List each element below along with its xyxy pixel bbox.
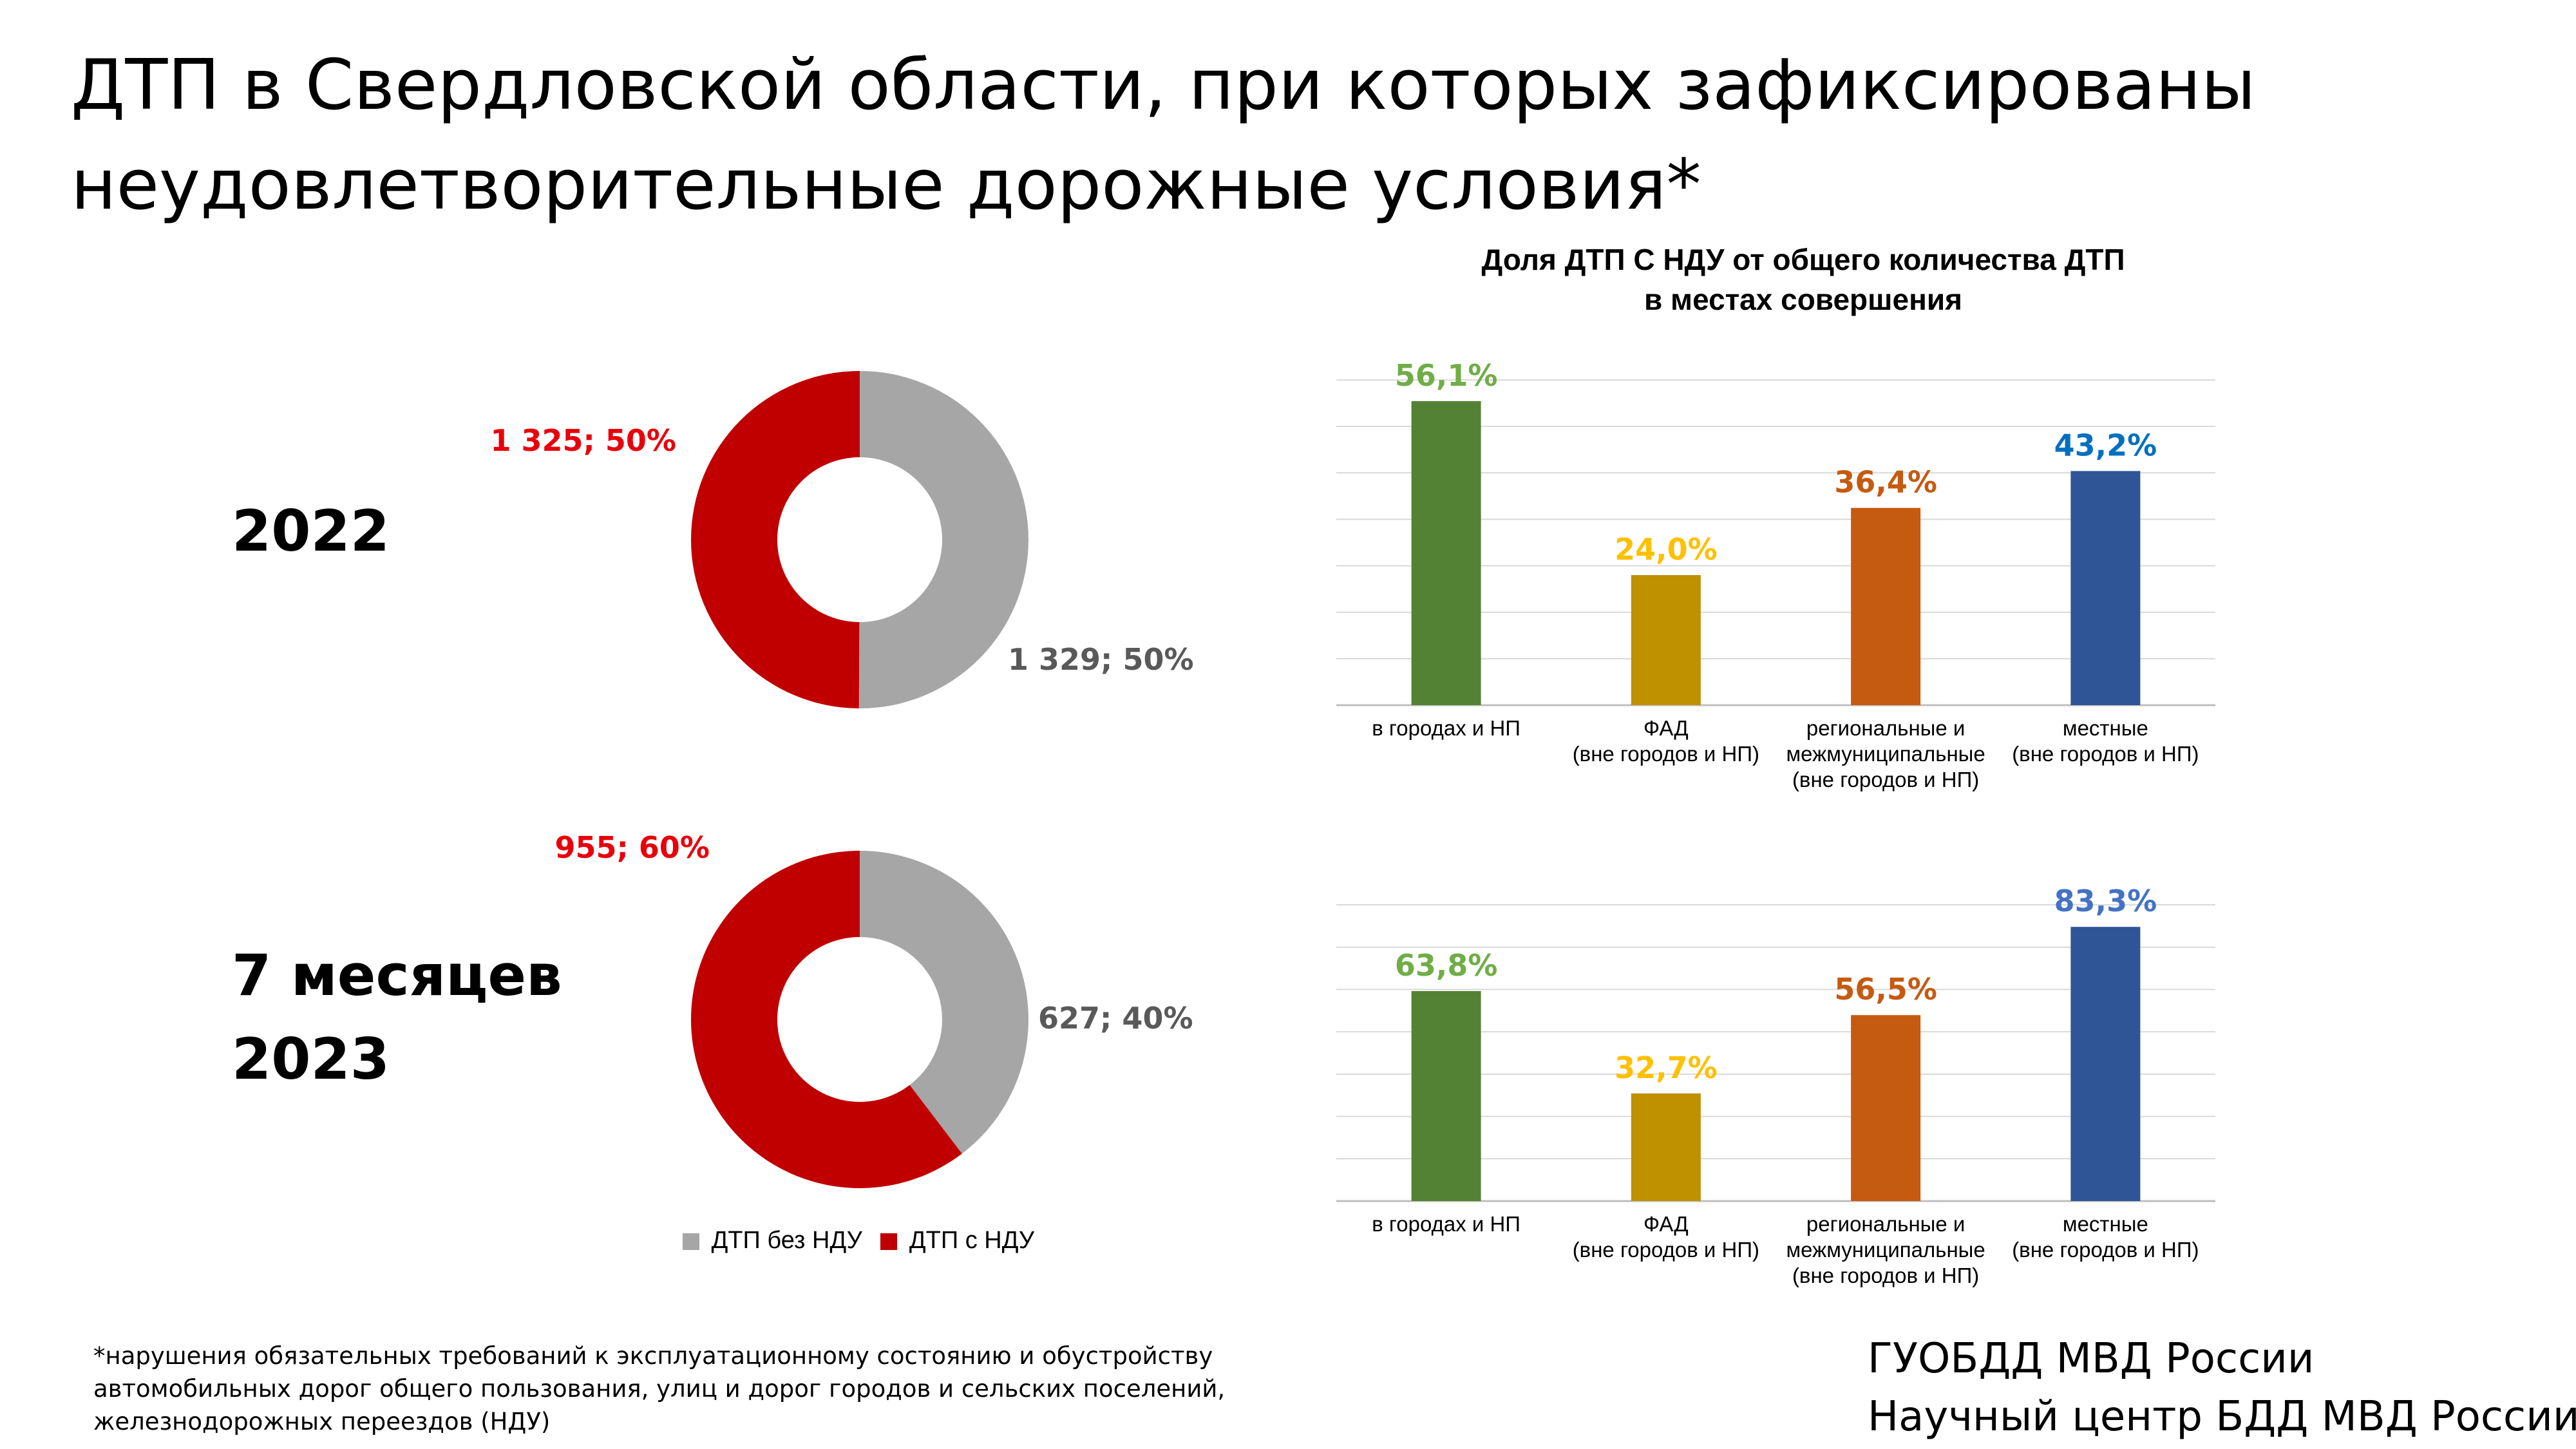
legend-label-without-ndu: ДТП без НДУ [711, 1227, 862, 1254]
donut-data-label: 1 329; 50% [1008, 642, 1194, 677]
donut-slice-without-ndu [860, 851, 1029, 1154]
bar-data-label: 24,0% [1615, 532, 1718, 567]
page-title: ДТП в Свердловской области, при которых … [71, 35, 2325, 235]
footnote-line-1: *нарушения обязательных требований к экс… [93, 1342, 1213, 1370]
donut-data-label: 955; 60% [554, 830, 710, 865]
bar [1851, 1015, 1921, 1201]
bar [1411, 990, 1481, 1201]
bar-category-label: в городах и НП [1372, 716, 1520, 740]
bar-data-label: 63,8% [1395, 948, 1498, 983]
bar-chart-title-line-2: в местах совершения [1644, 283, 1962, 316]
source-line-1: ГУОБДД МВД России [1868, 1335, 2315, 1383]
bar-category-label: (вне городов и НП) [1573, 742, 1759, 766]
donut-data-label: 1 325; 50% [490, 423, 676, 458]
donut-chart-1: 1 329; 50% 1 325; 50% [490, 371, 1194, 708]
bar [2070, 471, 2141, 705]
bar-data-label: 56,1% [1395, 358, 1498, 393]
donut-chart-2: 627; 40% 955; 60% [554, 830, 1193, 1188]
bar-category-label: ФАД [1643, 716, 1689, 740]
bar-chart-title: Доля ДТП С НДУ от общего количества ДТП … [1352, 240, 2254, 319]
bar-category-label: ФАД [1643, 1212, 1689, 1236]
legend-swatch-with-ndu [880, 1233, 898, 1250]
period-label-2022: 2022 [232, 489, 390, 573]
legend-item-with-ndu: ДТП с НДУ [880, 1227, 1034, 1255]
donut-slice-with-ndu [691, 851, 962, 1188]
bar-category-label: межмуниципальные [1786, 742, 1985, 766]
donut-slice-with-ndu [691, 371, 860, 708]
bar-category-label: региональные и [1806, 716, 1965, 740]
legend-item-without-ndu: ДТП без НДУ [683, 1227, 862, 1255]
bar-category-label: (вне городов и НП) [1792, 768, 1979, 791]
period-label-2023: 7 месяцев 2023 [232, 934, 562, 1101]
bar-category-label: в городах и НП [1372, 1212, 1520, 1236]
bar-category-label: (вне городов и НП) [1573, 1238, 1759, 1262]
bar-data-label: 36,4% [1834, 465, 1937, 500]
source-attribution: ГУОБДД МВД России Научный центр БДД МВД … [1868, 1330, 2576, 1446]
bar-data-label: 32,7% [1615, 1050, 1718, 1085]
page-title-line-1: ДТП в Свердловской области, при которых … [71, 45, 2256, 126]
bar-category-label: (вне городов и НП) [1792, 1264, 1979, 1287]
bar-category-label: местные [2063, 716, 2148, 740]
donut-slice-without-ndu [858, 371, 1028, 708]
footnote-line-2: автомобильных дорог общего пользования, … [93, 1375, 1226, 1403]
footnote: *нарушения обязательных требований к экс… [93, 1340, 1381, 1438]
donut-legend: ДТП без НДУ ДТП с НДУ [683, 1227, 1046, 1255]
period-label-2023-line-2: 2023 [232, 1026, 390, 1092]
donut-data-label: 627; 40% [1038, 1001, 1193, 1036]
bar-data-label: 83,3% [2054, 884, 2157, 918]
bar [1411, 401, 1481, 705]
bar-chart-title-line-1: Доля ДТП С НДУ от общего количества ДТП [1481, 243, 2125, 276]
bar [1631, 1093, 1701, 1201]
bar-category-label: (вне городов и НП) [2012, 1238, 2199, 1262]
bar [2070, 927, 2141, 1201]
bar-data-label: 56,5% [1834, 972, 1937, 1007]
bar-category-label: межмуниципальные [1786, 1238, 1985, 1262]
source-line-2: Научный центр БДД МВД России [1868, 1393, 2576, 1441]
page-title-line-2: неудовлетворительные дорожные условия* [71, 145, 1701, 225]
legend-label-with-ndu: ДТП с НДУ [909, 1227, 1034, 1254]
period-label-2023-line-1: 7 месяцев [232, 942, 562, 1009]
bar-category-label: (вне городов и НП) [2012, 742, 2199, 766]
period-label-2022-line-1: 2022 [232, 498, 390, 564]
bar [1631, 575, 1701, 705]
footnote-line-3: железнодорожных переездов (НДУ) [93, 1408, 551, 1435]
bar [1851, 507, 1921, 705]
bar-category-label: местные [2063, 1212, 2148, 1236]
bar-category-label: региональные и [1806, 1212, 1965, 1236]
legend-swatch-without-ndu [683, 1233, 699, 1250]
bar-data-label: 43,2% [2054, 428, 2157, 462]
